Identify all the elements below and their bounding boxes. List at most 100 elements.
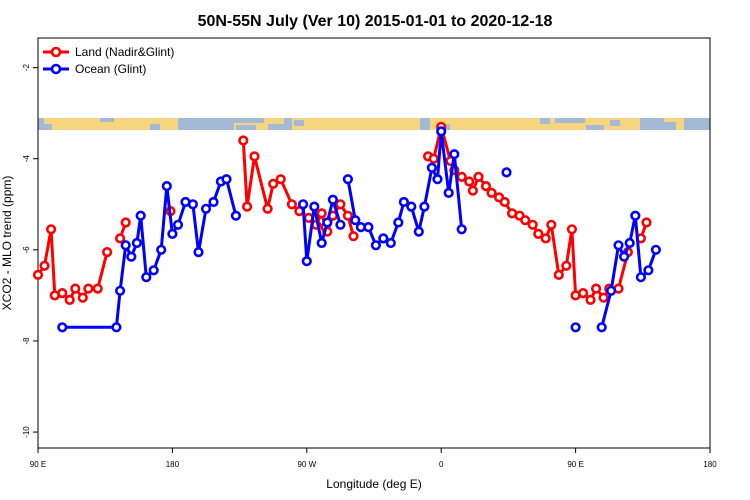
map-strip-ocean [664,122,676,130]
data-point-land [342,210,354,221]
data-point-land [456,171,467,182]
legend-marker-ocean [50,63,62,75]
data-point-ocean [322,217,333,228]
x-tick-label: 180 [166,460,180,469]
data-point-land [286,199,298,210]
data-point-ocean [398,196,410,208]
map-strip-ocean [100,118,114,122]
data-point-land [249,151,260,162]
data-point-ocean [449,149,460,160]
data-point-land [242,201,253,212]
data-point-ocean [141,272,152,283]
data-point-ocean [200,203,212,214]
y-tick-label: -6 [22,246,31,254]
data-point-ocean [230,210,241,221]
y-axis-title: XCO2 - MLO trend (ppm) [0,176,14,311]
data-point-ocean [613,240,624,251]
data-point-land [467,185,479,196]
data-point-land [348,231,359,242]
data-point-ocean [327,194,339,205]
data-point-ocean [131,237,142,249]
map-strip-ocean [234,118,264,123]
data-point-ocean [426,162,438,173]
data-point-ocean [120,240,131,251]
data-point-ocean [57,322,68,333]
y-tick-label: -10 [22,426,31,438]
data-point-land [577,288,589,299]
series-layer [32,121,662,333]
data-point-ocean [298,199,309,210]
data-point-ocean [393,217,404,228]
data-point-land [499,196,510,208]
data-point-ocean [570,322,581,333]
legend-marker-land [50,46,62,58]
map-strip-ocean [38,118,44,130]
data-point-ocean [650,244,662,255]
data-point-land [114,233,126,244]
data-point-land [486,187,497,198]
data-point-ocean [635,272,647,283]
map-strip-ocean [610,120,620,126]
x-axis-title: Longitude (deg E) [326,477,421,491]
data-point-land [520,215,531,226]
map-strip-ocean [268,124,284,130]
map-strip-ocean [540,118,550,124]
data-point-land [480,181,492,192]
data-point-land [77,292,88,303]
data-point-ocean [208,196,219,208]
data-point-ocean [172,219,184,230]
data-point-land [45,224,57,235]
data-point-ocean [624,237,635,249]
series-land [32,121,652,306]
data-point-land [335,199,346,210]
data-point-land [464,176,475,187]
data-point-land [268,178,279,189]
x-axis: 90 E 180 90 W 0 90 E 180 [30,448,717,469]
data-point-ocean [501,167,512,178]
data-point-ocean [605,285,617,296]
data-point-ocean [111,322,122,333]
data-point-ocean [432,174,443,185]
data-point-land [275,174,286,185]
data-point-land [533,228,544,239]
data-point-ocean [350,215,361,226]
data-point-land [32,269,44,281]
data-point-ocean [187,199,198,210]
map-strip-ocean [44,124,52,130]
data-point-ocean [419,201,430,212]
data-point-land [546,219,557,230]
data-point-ocean [114,285,126,296]
series-ocean [57,126,662,333]
data-point-ocean [161,181,172,192]
data-point-land [316,208,327,219]
data-point-ocean [385,237,396,249]
data-point-land [527,219,538,230]
data-point-land [64,294,75,306]
y-tick-label: -4 [22,155,31,163]
map-strip-ocean [236,125,256,130]
legend-label-ocean: Ocean (Glint) [75,62,146,76]
data-point-ocean [221,174,232,185]
data-point-ocean [167,228,178,239]
data-point-land [101,247,113,258]
data-point-land [39,260,50,271]
data-point-land [120,217,131,228]
x-tick-label: 90 E [567,460,583,469]
map-strip-ocean [420,118,430,130]
data-point-land [590,283,602,294]
data-point-ocean [456,224,467,235]
chart-title: 50N-55N July (Ver 10) 2015-01-01 to 2020… [198,13,553,30]
plot-frame [37,37,711,449]
data-point-land [428,153,439,164]
data-point-ocean [630,210,641,221]
data-point-ocean [363,222,374,233]
data-point-ocean [436,126,447,137]
data-point-land [473,171,484,182]
data-point-ocean [126,251,137,262]
map-strip [38,118,710,130]
data-point-land [641,217,652,228]
data-point-ocean [413,226,424,237]
data-point-land [57,288,68,299]
data-point-ocean [406,201,417,212]
